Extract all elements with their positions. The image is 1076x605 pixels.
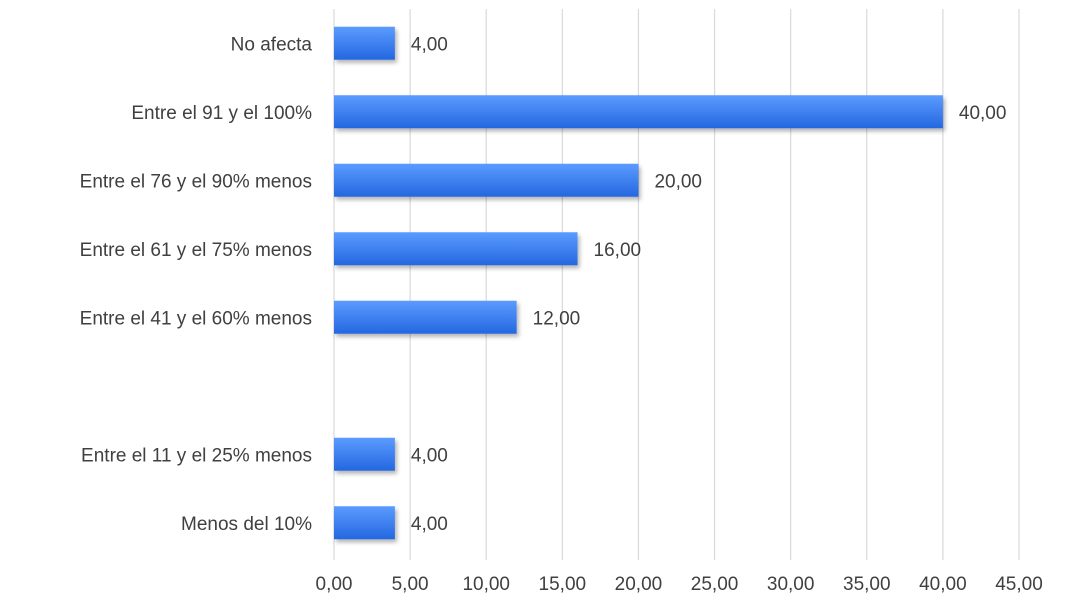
- value-label: 4,00: [411, 34, 448, 55]
- x-tick-label: 15,00: [539, 574, 587, 595]
- x-tick-label: 30,00: [767, 574, 815, 595]
- value-label: 4,00: [411, 445, 448, 466]
- value-label: 40,00: [959, 103, 1007, 124]
- labels: 0,00 5,00 10,00 15,00 20,00 25,00 30,00 35,00 40…: [80, 34, 1043, 595]
- value-label: 4,00: [411, 514, 448, 535]
- category-label: Menos del 10%: [181, 514, 312, 535]
- bar: [334, 437, 395, 471]
- x-tick-label: 0,00: [316, 574, 353, 595]
- x-tick-label: 45,00: [995, 574, 1043, 595]
- bar: [334, 95, 943, 129]
- x-tick-label: 20,00: [615, 574, 663, 595]
- category-label: Entre el 61 y el 75% menos: [80, 240, 312, 261]
- bars: [334, 26, 943, 540]
- category-label: Entre el 76 y el 90% menos: [80, 171, 312, 192]
- category-label: No afecta: [231, 34, 313, 55]
- value-label: 16,00: [594, 240, 642, 261]
- x-tick-label: 5,00: [392, 574, 429, 595]
- x-tick-label: 40,00: [919, 574, 967, 595]
- category-label: Entre el 41 y el 60% menos: [80, 308, 312, 329]
- value-label: 12,00: [533, 308, 581, 329]
- value-label: 20,00: [654, 171, 702, 192]
- bar: [334, 506, 395, 540]
- bar: [334, 26, 395, 60]
- x-tick-label: 10,00: [462, 574, 510, 595]
- category-label: Entre el 91 y el 100%: [131, 103, 312, 124]
- bar: [334, 300, 517, 334]
- category-label: Entre el 11 y el 25% menos: [81, 445, 312, 466]
- bar: [334, 232, 578, 266]
- bar: [334, 163, 639, 197]
- x-tick-label: 25,00: [691, 574, 739, 595]
- gridlines: [333, 9, 1020, 560]
- x-tick-label: 35,00: [843, 574, 891, 595]
